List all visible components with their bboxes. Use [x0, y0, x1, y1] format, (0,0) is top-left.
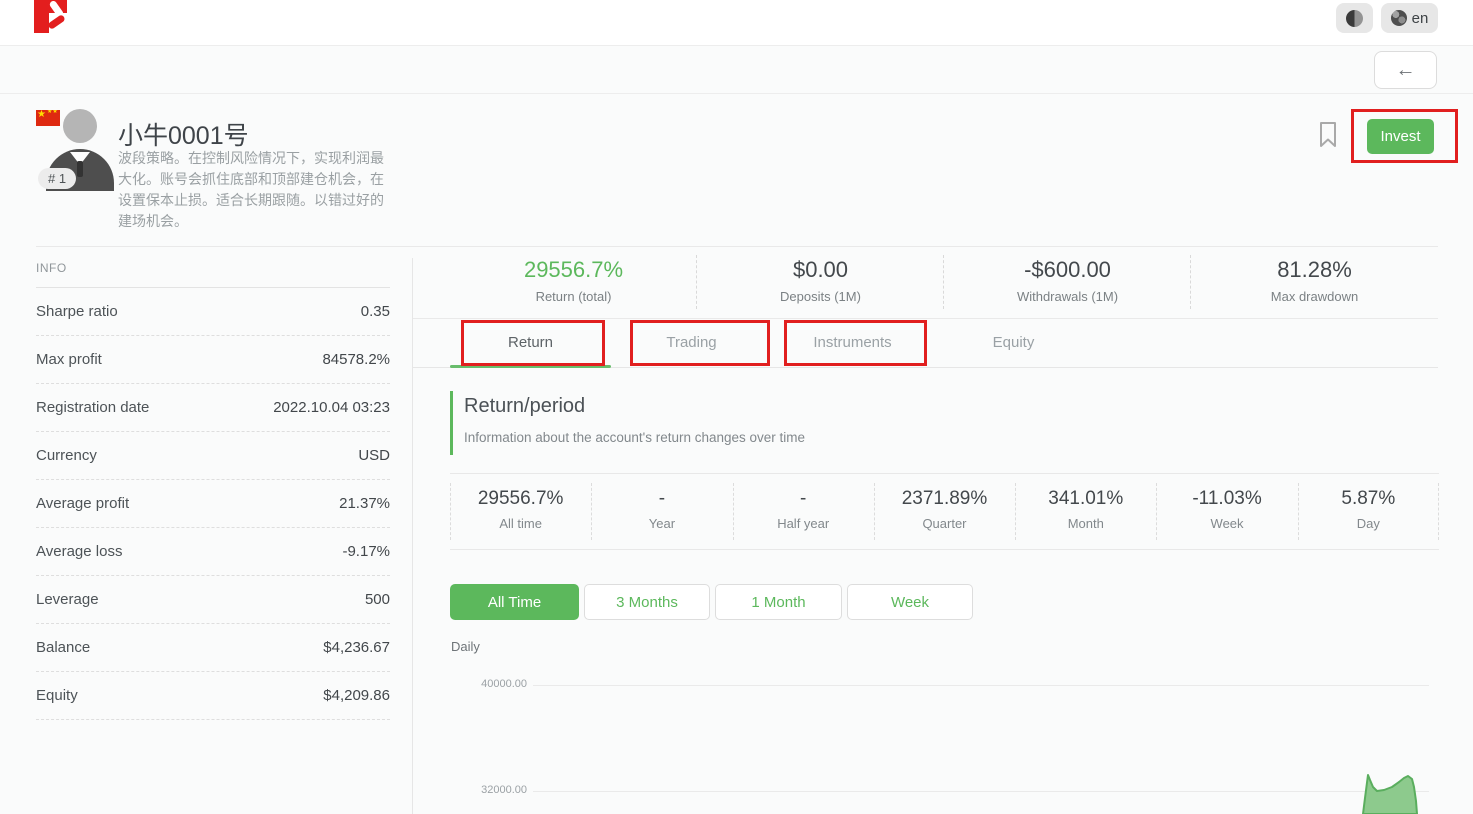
- filter-all-time-button[interactable]: All Time: [450, 584, 579, 620]
- top-bar: en: [0, 0, 1473, 46]
- info-row-average-loss: Average loss -9.17%: [36, 528, 390, 576]
- trader-description: 波段策略。在控制风险情况下，实现利润最大化。账号会抓住底部和顶部建仓机会，在设置…: [118, 150, 384, 229]
- avatar-tie: [77, 161, 83, 177]
- period-half-year: - Half year: [732, 474, 874, 549]
- gridline-40000: [533, 685, 1429, 686]
- globe-icon: [1390, 10, 1407, 26]
- return-area-chart: [1362, 774, 1418, 814]
- period-week: -11.03% Week: [1156, 474, 1297, 549]
- info-row-sharpe-ratio: Sharpe ratio 0.35: [36, 288, 390, 336]
- invest-button[interactable]: Invest: [1367, 119, 1434, 154]
- filter-1-month-button[interactable]: 1 Month: [715, 584, 842, 620]
- chart-granularity-label: Daily: [451, 639, 480, 654]
- period-year: - Year: [591, 474, 732, 549]
- language-label: en: [1411, 9, 1429, 27]
- avatar-collar: [70, 152, 90, 165]
- info-panel: Sharpe ratio 0.35 Max profit 84578.2% Re…: [36, 288, 390, 720]
- period-day: 5.87% Day: [1297, 474, 1439, 549]
- section-title: Return/period: [464, 395, 586, 417]
- content-top-divider: [36, 246, 1438, 247]
- info-row-equity: Equity $4,209.86: [36, 672, 390, 720]
- filter-3-months-button[interactable]: 3 Months: [584, 584, 710, 620]
- stats-bottom-divider: [413, 318, 1438, 319]
- filter-week-button[interactable]: Week: [847, 584, 973, 620]
- period-month: 341.01% Month: [1015, 474, 1156, 549]
- language-selector-button[interactable]: en: [1381, 3, 1438, 33]
- theme-toggle-button[interactable]: [1336, 3, 1373, 33]
- range-filters: All Time 3 Months 1 Month Week: [450, 584, 973, 620]
- trader-avatar: [46, 103, 114, 191]
- avatar-head: [63, 109, 97, 143]
- flag-star-small-icon: ★★: [47, 110, 58, 115]
- back-button[interactable]: ←: [1374, 51, 1437, 89]
- info-row-balance: Balance $4,236.67: [36, 624, 390, 672]
- tab-return[interactable]: Return: [507, 334, 554, 351]
- content-tabs: Return Trading Instruments Equity: [450, 318, 1094, 367]
- tabs-bottom-divider: [413, 367, 1438, 368]
- stat-max-drawdown: 81.28% Max drawdown: [1270, 257, 1359, 304]
- info-row-max-profit: Max profit 84578.2%: [36, 336, 390, 384]
- period-returns-row: 29556.7% All time - Year - Half year 237…: [450, 473, 1439, 550]
- stat-withdrawals: -$600.00 Withdrawals (1M): [944, 247, 1191, 317]
- tab-equity[interactable]: Equity: [992, 334, 1035, 351]
- info-row-currency: Currency USD: [36, 432, 390, 480]
- period-all-time: 29556.7% All time: [450, 474, 591, 549]
- summary-stats: 29556.7% Return (total) $0.00 Deposits (…: [450, 247, 1438, 317]
- y-axis-tick-40000: 40000.00: [481, 678, 527, 690]
- flag-star-icon: ★: [37, 110, 46, 120]
- gridline-32000: [533, 791, 1429, 792]
- info-panel-title: INFO: [36, 261, 67, 275]
- section-accent-bar: [450, 391, 453, 455]
- country-flag-china: ★ ★★: [36, 110, 60, 126]
- active-tab-underline: [450, 365, 611, 368]
- info-row-registration-date: Registration date 2022.10.04 03:23: [36, 384, 390, 432]
- trader-name: 小牛0001号: [118, 122, 249, 150]
- period-quarter: 2371.89% Quarter: [873, 474, 1015, 549]
- brand-logo-icon[interactable]: [34, 0, 67, 33]
- tab-trading[interactable]: Trading: [666, 334, 717, 351]
- rank-badge: # 1: [38, 168, 77, 189]
- header-divider: [0, 93, 1473, 94]
- sidebar-divider: [412, 258, 413, 814]
- info-row-leverage: Leverage 500: [36, 576, 390, 624]
- info-row-average-profit: Average profit 21.37%: [36, 480, 390, 528]
- stat-deposits: $0.00 Deposits (1M): [697, 247, 944, 317]
- bookmark-icon[interactable]: [1318, 122, 1338, 153]
- y-axis-tick-32000: 32000.00: [481, 784, 527, 796]
- tab-instruments[interactable]: Instruments: [813, 334, 892, 351]
- stat-return-total: 29556.7% Return (total): [450, 247, 697, 317]
- back-arrow-icon: ←: [1395, 59, 1416, 81]
- section-subtitle: Information about the account's return c…: [464, 430, 806, 445]
- return-area: [1362, 774, 1418, 814]
- info-title-underline: [36, 287, 390, 288]
- theme-contrast-icon: [1346, 9, 1363, 27]
